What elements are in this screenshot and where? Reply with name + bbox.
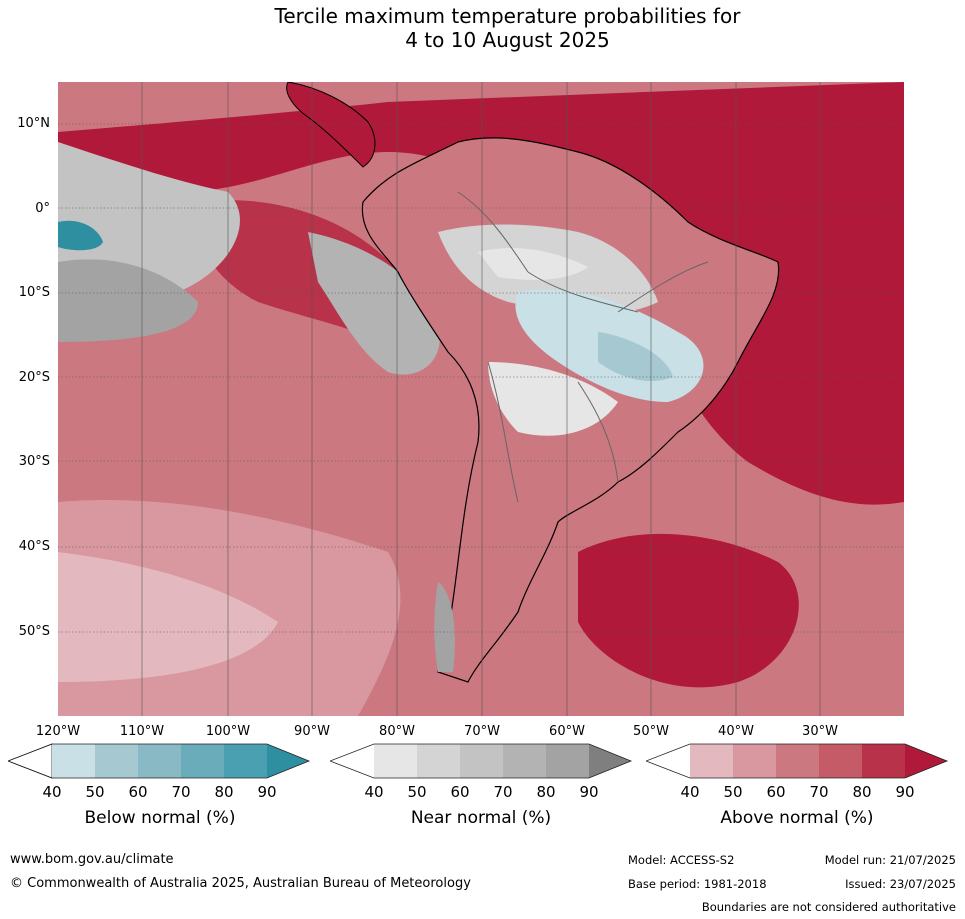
legend-title-above-normal: Above normal (%) [720,808,874,828]
near-normal-tick-40: 40 [364,783,384,801]
lat-label-50s: 50°S [18,624,50,639]
below-normal-outline [8,743,311,779]
lat-label-20s: 20°S [18,370,50,385]
below-normal-tick-40: 40 [42,783,62,801]
above-normal-swatch-70 [819,744,862,778]
above-normal-tick-60: 60 [766,783,786,801]
near-normal-tick-90: 90 [579,783,599,801]
above-normal-swatch-60 [776,744,819,778]
below-normal-swatch-40 [52,744,95,778]
legend-title-below-normal: Below normal (%) [84,808,236,828]
below-normal-arrow-low [8,743,53,779]
above-normal-arrow-high [905,744,947,778]
below-normal-arrow-high [267,744,309,778]
above-normal-90-region-north [58,82,904,372]
lon-label-100w: 100°W [205,724,251,739]
near-normal-swatch-40 [374,744,417,778]
above-normal-90-region-south-atlantic [578,533,799,688]
legend-title-near-normal: Near normal (%) [410,808,552,828]
lat-label-10s: 10°S [18,285,50,300]
lon-label-50w: 50°W [633,724,669,739]
above-normal-swatch-50 [733,744,776,778]
lon-label-30w: 30°W [802,724,838,739]
below-normal-tick-60: 60 [128,783,148,801]
below-normal-swatch-60 [138,744,181,778]
above-normal-tick-80: 80 [852,783,872,801]
boundary-disclaimer: Boundaries are not considered authoritat… [701,900,956,914]
lon-label-90w: 90°W [294,724,330,739]
title-line-1: Tercile maximum temperature probabilitie… [274,4,741,28]
near-normal-outline [330,743,633,779]
colorbar-near-normal [330,743,633,779]
near-normal-40-region-amazon [478,247,588,280]
lat-label-40s: 40°S [18,539,50,554]
lat-label-10n: 10°N [17,116,50,131]
above-normal-swatch-40 [690,744,733,778]
above-normal-arrow-low [646,744,690,778]
map-canvas [58,82,904,716]
lon-label-60w: 60°W [549,724,585,739]
near-normal-tick-80: 80 [536,783,556,801]
below-normal-tick-80: 80 [214,783,234,801]
lat-label-0: 0° [35,201,50,216]
lon-label-120w: 120°W [35,724,81,739]
near-normal-strong-region [58,259,198,342]
title-line-2: 4 to 10 August 2025 [405,28,610,52]
above-normal-tick-70: 70 [809,783,829,801]
website-link[interactable]: www.bom.gov.au/climate [10,852,174,867]
near-normal-tick-70: 70 [493,783,513,801]
lon-label-80w: 80°W [379,724,415,739]
below-normal-swatch-70 [181,744,224,778]
above-normal-tick-40: 40 [680,783,700,801]
model-run-date: Model run: 21/07/2025 [824,853,956,867]
near-normal-region-peru-coast [308,232,440,375]
issued-date: Issued: 23/07/2025 [845,877,956,891]
above-normal-tick-50: 50 [723,783,743,801]
near-normal-arrow-high [589,744,631,778]
model-name: Model: ACCESS-S2 [628,853,735,867]
above-normal-swatch-80 [862,744,905,778]
near-normal-40-region-south [488,362,618,436]
above-normal-tick-90: 90 [895,783,915,801]
below-normal-tick-90: 90 [257,783,277,801]
near-normal-region-patagonia [434,582,455,672]
near-normal-swatch-80 [546,744,589,778]
above-normal-outline [646,743,949,779]
below-normal-swatch-80 [224,744,267,778]
near-normal-swatch-50 [417,744,460,778]
colorbar-below-normal [8,743,311,779]
near-normal-swatch-70 [503,744,546,778]
lat-label-30s: 30°S [18,454,50,469]
below-normal-tick-50: 50 [85,783,105,801]
near-normal-tick-50: 50 [407,783,427,801]
near-normal-tick-60: 60 [450,783,470,801]
central-america-landmass [286,82,376,168]
near-normal-swatch-60 [460,744,503,778]
lon-label-110w: 110°W [119,724,165,739]
lat-gridlines [58,123,904,633]
base-period: Base period: 1981-2018 [628,877,767,891]
country-borders [457,191,709,503]
lon-gridlines [141,82,821,716]
above-normal-40-region-south-pacific [58,552,278,682]
below-normal-50-region-brazil [598,332,673,382]
colorbar-above-normal [646,743,949,779]
near-normal-arrow-low [330,744,374,778]
below-normal-swatch-50 [95,744,138,778]
chart-title: Tercile maximum temperature probabilitie… [0,4,965,52]
below-normal-tick-70: 70 [171,783,191,801]
copyright-text: © Commonwealth of Australia 2025, Austra… [10,876,471,891]
below-normal-90-spot [58,220,103,251]
lon-label-40w: 40°W [718,724,754,739]
probability-map [58,82,904,716]
lon-label-70w: 70°W [464,724,500,739]
